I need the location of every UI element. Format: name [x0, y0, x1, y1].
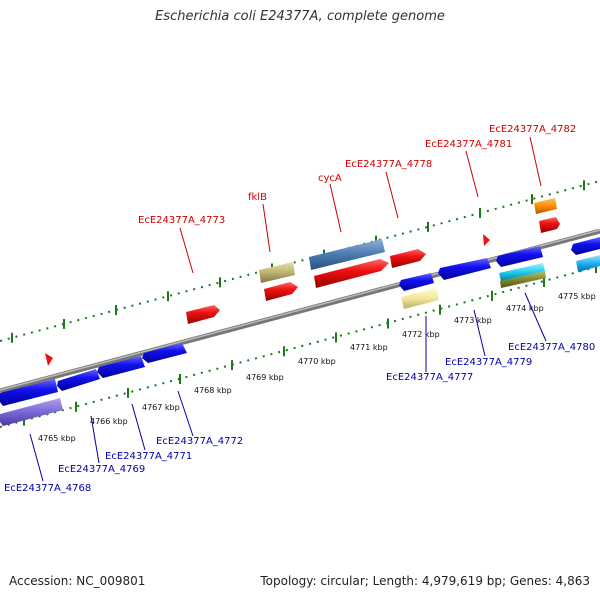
kbp-label: 4769 kbp	[246, 373, 284, 382]
gene-fklB-feature[interactable]	[259, 262, 295, 283]
lower-ruler-ticks	[23, 263, 597, 426]
gene-EcE24377A_4771[interactable]	[97, 356, 145, 378]
gene-right-edge-sky[interactable]	[576, 255, 600, 272]
gene-label-EcE24377A_4772: EcE24377A_4772	[156, 436, 243, 447]
gene-label-EcE24377A_4768: EcE24377A_4768	[4, 483, 91, 494]
gene-EcE24377A_4768[interactable]	[0, 379, 58, 406]
gene-label-EcE24377A_4780: EcE24377A_4780	[508, 342, 595, 353]
reverse-genes	[0, 237, 600, 426]
gene-label-EcE24377A_4771: EcE24377A_4771	[105, 451, 192, 462]
gene-cycA[interactable]	[314, 259, 389, 288]
kbp-label: 4774 kbp	[506, 304, 544, 313]
map-title: Escherichia coli E24377A, complete genom…	[155, 9, 445, 24]
forward-genes	[45, 198, 560, 366]
gene-label-EcE24377A_4782: EcE24377A_4782	[489, 124, 576, 135]
bottom-leader-lines	[29, 292, 547, 482]
gene-EcE24377A_4777[interactable]	[399, 273, 434, 291]
bottom-gene-labels: EcE24377A_4768 EcE24377A_4769 EcE24377A_…	[4, 342, 595, 494]
gene-EcE24377A_4778[interactable]	[390, 249, 426, 268]
gene-label-EcE24377A_4778: EcE24377A_4778	[345, 159, 432, 170]
gene-EcE24377A_4779[interactable]	[438, 258, 491, 280]
gene-EcE24377A_4768-feature[interactable]	[0, 398, 63, 426]
gene-EcE24377A_4781-marker[interactable]	[483, 234, 490, 246]
gene-EcE24377A_4777-feature[interactable]	[401, 288, 439, 309]
gene-EcE24377A_4782[interactable]	[539, 217, 560, 233]
gene-label-EcE24377A_4773: EcE24377A_4773	[138, 215, 225, 226]
gene-label-fklB: fklB	[248, 192, 267, 203]
kbp-label: 4768 kbp	[194, 386, 232, 395]
gene-fklB[interactable]	[264, 282, 298, 301]
gene-EcE24377A_4773[interactable]	[186, 305, 220, 324]
gene-EcE24377A_4772[interactable]	[142, 343, 187, 363]
genome-summary: Topology: circular; Length: 4,979,619 bp…	[260, 574, 590, 588]
kbp-label: 4765 kbp	[38, 434, 76, 443]
top-leader-lines	[179, 136, 542, 274]
top-gene-labels: EcE24377A_4773 fklB cycA EcE24377A_4778 …	[138, 124, 576, 226]
gene-label-cycA: cycA	[318, 173, 342, 184]
kbp-label: 4771 kbp	[350, 343, 388, 352]
gene-cycA-feature[interactable]	[309, 239, 385, 270]
gene-label-EcE24377A_4769: EcE24377A_4769	[58, 464, 145, 475]
kbp-label: 4767 kbp	[142, 403, 180, 412]
kbp-label: 4772 kbp	[402, 330, 440, 339]
kbp-labels: 4765 kbp 4766 kbp 4767 kbp 4768 kbp 4769…	[38, 292, 596, 443]
kbp-label: 4766 kbp	[90, 417, 128, 426]
gene-right-edge-blue[interactable]	[571, 237, 600, 255]
gene-EcE24377A_4780-feature-cyan[interactable]	[499, 263, 545, 281]
gene-left-marker[interactable]	[45, 353, 53, 366]
gene-EcE24377A_4780[interactable]	[496, 246, 543, 267]
kbp-label: 4770 kbp	[298, 357, 336, 366]
gene-label-EcE24377A_4777: EcE24377A_4777	[386, 372, 473, 383]
gene-EcE24377A_4769[interactable]	[57, 369, 100, 391]
gene-EcE24377A_4780-feature-olive[interactable]	[500, 271, 546, 288]
kbp-label: 4775 kbp	[558, 292, 596, 301]
kbp-label: 4773 kbp	[454, 316, 492, 325]
gene-EcE24377A_4782-feature[interactable]	[534, 198, 557, 214]
accession-text: Accession: NC_009801	[9, 574, 146, 588]
gene-label-EcE24377A_4781: EcE24377A_4781	[425, 139, 512, 150]
gene-label-EcE24377A_4779: EcE24377A_4779	[445, 357, 532, 368]
